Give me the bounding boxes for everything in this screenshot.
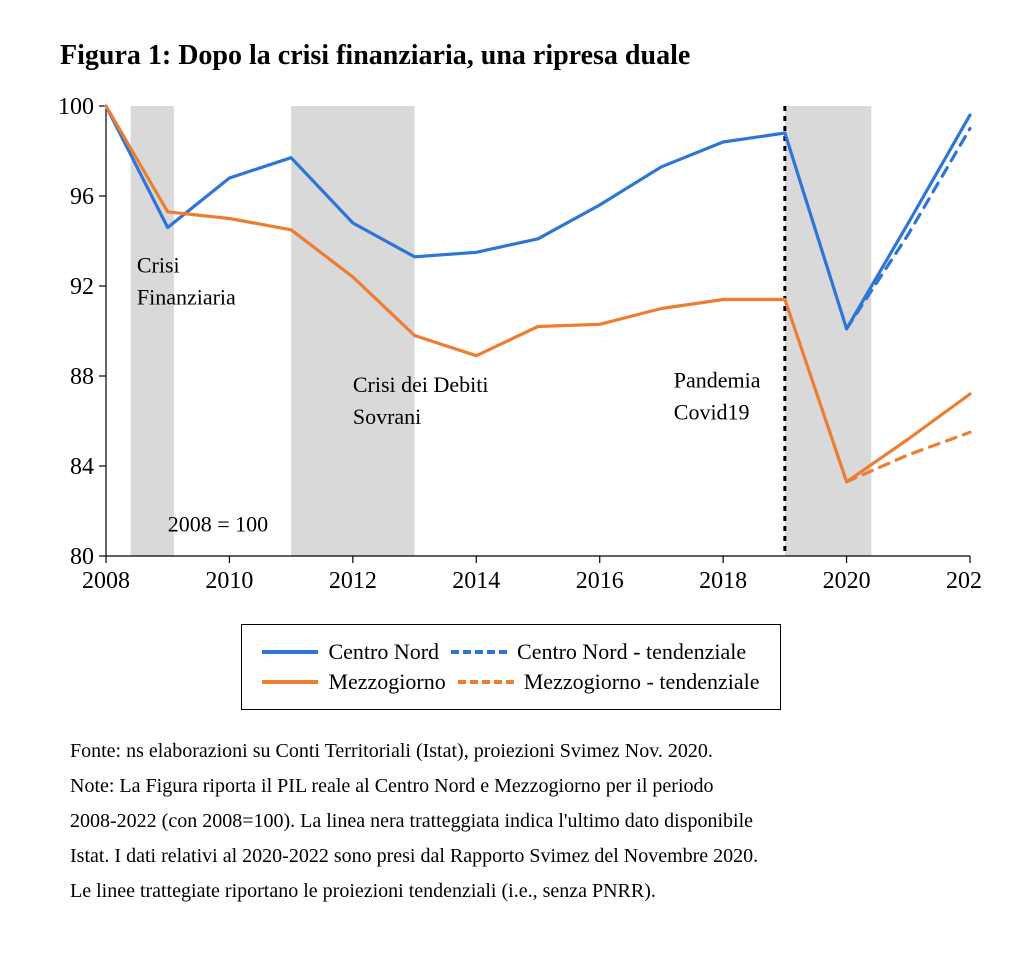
legend-row: Centro Nord Centro Nord - tendenziale [262, 639, 759, 665]
band-annotation: Crisi [137, 253, 180, 278]
legend-label: Mezzogiorno - tendenziale [524, 669, 760, 695]
recession-band [291, 106, 414, 556]
figure-title: Figura 1: Dopo la crisi finanziaria, una… [40, 40, 982, 72]
notes-line: Fonte: ns elaborazioni su Conti Territor… [70, 734, 952, 769]
legend: Centro Nord Centro Nord - tendenziale Mezz… [241, 624, 780, 710]
base-index-label: 2008 = 100 [168, 511, 268, 536]
legend-row: Mezzogiorno Mezzogiorno - tendenziale [262, 669, 759, 695]
x-tick-label: 2022 [946, 568, 982, 594]
x-tick-label: 2008 [82, 568, 130, 594]
chart-area: 80 84 88 92 96 100 2008 2010 2012 2014 2016 2018 202… [40, 96, 982, 606]
notes-line: Istat. I dati relativi al 2020-2022 sono… [70, 839, 952, 874]
band-annotation: Covid19 [674, 399, 750, 424]
legend-swatch [458, 680, 514, 684]
recession-band [131, 106, 174, 556]
y-tick-label: 84 [70, 454, 94, 480]
x-tick-label: 2016 [576, 568, 624, 594]
figure-notes: Fonte: ns elaborazioni su Conti Territor… [40, 734, 982, 909]
band-annotation: Finanziaria [137, 285, 236, 310]
legend-swatch [262, 680, 318, 684]
line-chart-svg: 80 84 88 92 96 100 2008 2010 2012 2014 2016 2018 202… [40, 96, 982, 606]
notes-line: Note: La Figura riporta il PIL reale al … [70, 769, 952, 804]
band-annotation: Crisi dei Debiti [353, 372, 489, 397]
legend-label: Mezzogiorno [328, 669, 445, 695]
legend-swatch [451, 650, 507, 654]
notes-line: 2008-2022 (con 2008=100). La linea nera … [70, 804, 952, 839]
y-tick-label: 92 [70, 274, 94, 300]
legend-item-mezzogiorno_tend: Mezzogiorno - tendenziale [458, 669, 760, 695]
legend-swatch [262, 650, 318, 654]
y-tick-label: 88 [70, 364, 94, 390]
figure-container: Figura 1: Dopo la crisi finanziaria, una… [40, 40, 982, 909]
x-tick-label: 2018 [699, 568, 747, 594]
legend-item-mezzogiorno: Mezzogiorno [262, 669, 445, 695]
x-tick-label: 2014 [452, 568, 500, 594]
y-tick-label: 96 [70, 184, 94, 210]
y-tick-label: 100 [58, 96, 94, 120]
legend-label: Centro Nord [328, 639, 439, 665]
legend-label: Centro Nord - tendenziale [517, 639, 746, 665]
notes-line: Le linee trattegiate riportano le proiez… [70, 874, 952, 909]
band-annotation: Sovrani [353, 404, 421, 429]
x-tick-label: 2010 [205, 568, 253, 594]
band-annotation: Pandemia [674, 367, 761, 392]
x-tick-label: 2012 [329, 568, 377, 594]
legend-item-centro_nord_tend: Centro Nord - tendenziale [451, 639, 746, 665]
legend-item-centro_nord: Centro Nord [262, 639, 439, 665]
x-tick-label: 2020 [823, 568, 871, 594]
y-tick-label: 80 [70, 544, 94, 570]
